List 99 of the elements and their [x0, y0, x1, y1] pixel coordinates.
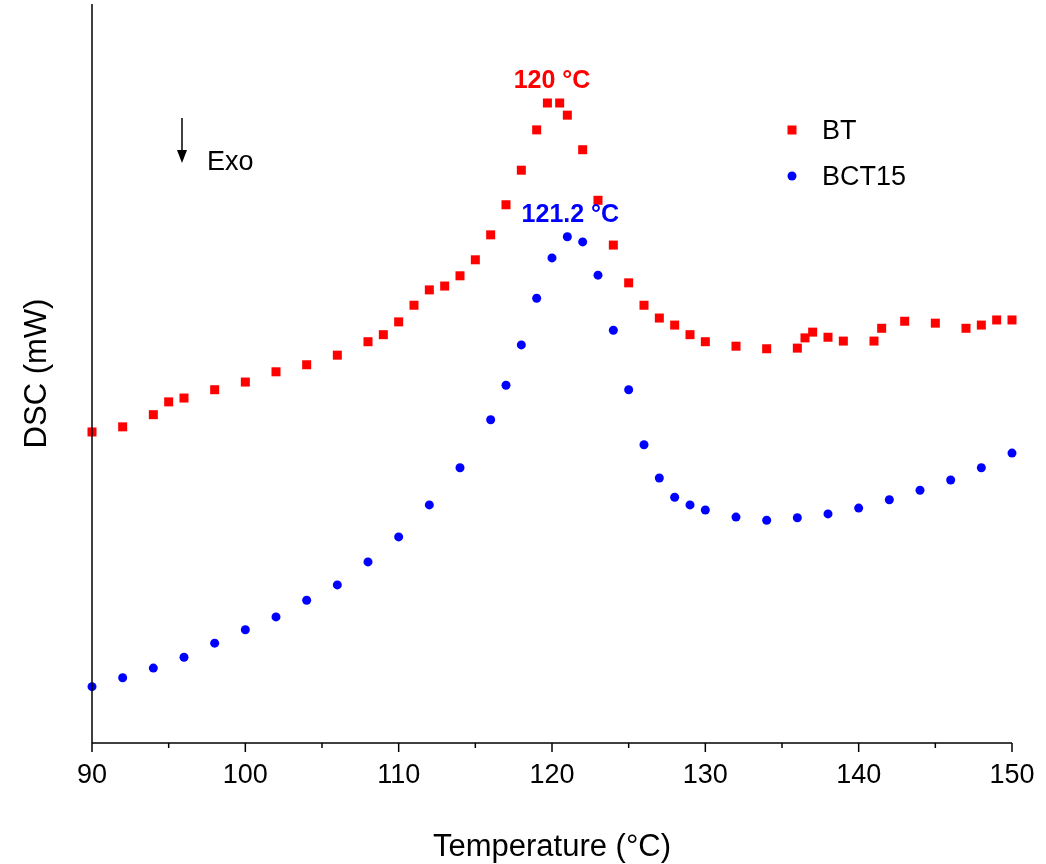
point [532, 293, 542, 303]
point [148, 663, 158, 673]
point [440, 281, 450, 291]
point [762, 344, 772, 354]
point [516, 165, 526, 175]
point [486, 230, 496, 240]
x-tick-label: 150 [989, 759, 1035, 789]
point [210, 385, 220, 395]
point [240, 625, 250, 635]
point [424, 500, 434, 510]
y-axis-title: DSC (mW) [18, 298, 53, 449]
point [409, 300, 419, 310]
annotation: Exo [207, 146, 254, 176]
point [654, 313, 664, 323]
annotation: 121.2 °C [521, 198, 620, 227]
point [118, 673, 128, 683]
point [302, 595, 312, 605]
point [930, 318, 940, 328]
point [670, 492, 680, 502]
point [700, 337, 710, 347]
point [608, 325, 618, 335]
point [685, 330, 695, 340]
point [654, 473, 664, 483]
point [869, 336, 879, 346]
point [363, 337, 373, 347]
point [838, 336, 848, 346]
point [555, 98, 565, 108]
point [516, 340, 526, 350]
point [946, 475, 956, 485]
point [547, 253, 557, 263]
legend-label: BT [822, 115, 857, 145]
point [179, 652, 189, 662]
point [593, 270, 603, 280]
point [394, 317, 404, 327]
point [210, 638, 220, 648]
point [976, 320, 986, 330]
point [179, 393, 189, 403]
point [542, 98, 552, 108]
x-tick-label: 110 [377, 759, 421, 789]
point [823, 509, 833, 519]
point [578, 237, 588, 247]
point [271, 367, 281, 377]
x-tick-label: 140 [836, 759, 882, 789]
point [800, 333, 810, 343]
point [455, 271, 465, 281]
point [363, 557, 373, 567]
point [808, 327, 818, 337]
annotation: 120 °C [513, 65, 591, 93]
point [685, 500, 695, 510]
point [148, 410, 158, 420]
x-tick-label: 90 [76, 759, 108, 789]
point [792, 513, 802, 523]
point [332, 580, 342, 590]
point [118, 422, 128, 432]
point [562, 110, 572, 120]
point [486, 415, 496, 425]
point [823, 332, 833, 342]
point [624, 385, 634, 395]
point [424, 285, 434, 295]
point [731, 341, 741, 351]
point [332, 350, 342, 360]
point [624, 278, 634, 288]
legend-label: BCT15 [822, 161, 907, 191]
point [562, 232, 572, 242]
point [992, 315, 1002, 325]
point [976, 463, 986, 473]
x-axis-title: Temperature (°C) [432, 828, 672, 863]
point [877, 323, 887, 333]
point [731, 512, 741, 522]
point [854, 503, 864, 513]
point [501, 380, 511, 390]
point [762, 515, 772, 525]
point [394, 532, 404, 542]
point [1007, 315, 1017, 325]
point [501, 200, 511, 210]
point [670, 320, 680, 330]
point [378, 330, 388, 340]
point [884, 495, 894, 505]
x-tick-label: 120 [529, 759, 575, 789]
point [532, 125, 542, 135]
point [470, 255, 480, 265]
point [639, 300, 649, 310]
point [961, 323, 971, 333]
point [593, 195, 603, 205]
point [455, 463, 465, 473]
point [578, 145, 588, 155]
point [164, 397, 174, 407]
x-tick-label: 130 [682, 759, 728, 789]
point [240, 377, 250, 387]
point [915, 485, 925, 495]
point [302, 360, 312, 370]
point [700, 505, 710, 515]
point [608, 240, 618, 250]
x-tick-label: 100 [222, 759, 268, 789]
point [900, 316, 910, 326]
point [639, 440, 649, 450]
point [271, 612, 281, 622]
point [1007, 448, 1017, 458]
point [792, 343, 802, 353]
